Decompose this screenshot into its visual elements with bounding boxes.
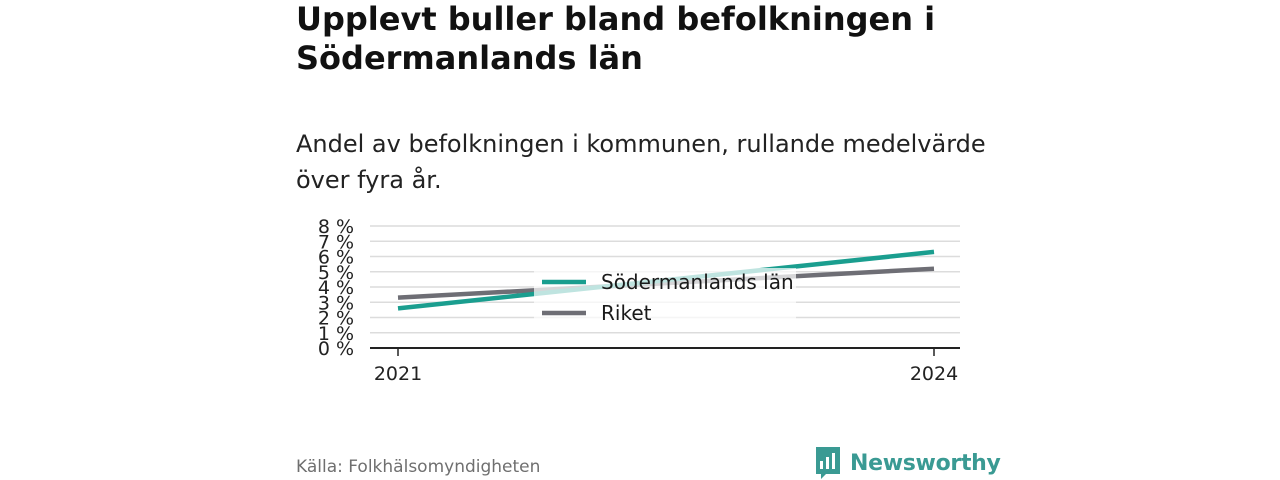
- x-tick-label: 2021: [374, 363, 422, 385]
- chart-subtitle: Andel av befolkningen i kommunen, rullan…: [296, 130, 986, 194]
- brand-name: Newsworthy: [850, 450, 1001, 476]
- brand-logo: Newsworthy: [814, 446, 1001, 480]
- y-axis-ticks: 0 %1 %2 %3 %4 %5 %6 %7 %8 %: [318, 216, 354, 360]
- legend-label: Södermanlands län: [601, 270, 794, 294]
- chart-title: Upplevt buller bland befolkningen i Söde…: [296, 0, 936, 77]
- newsworthy-logo-icon: [816, 447, 840, 479]
- legend-label: Riket: [601, 301, 652, 325]
- y-tick-label: 8 %: [318, 216, 354, 238]
- y-tick-label: 7 %: [318, 231, 354, 253]
- y-tick-label: 2 %: [318, 308, 354, 330]
- x-tick-label: 2024: [910, 363, 958, 385]
- y-tick-label: 0 %: [318, 338, 354, 360]
- x-axis-ticks: 2021 2024: [374, 348, 958, 385]
- y-tick-label: 3 %: [318, 292, 354, 314]
- legend: Södermanlands län Riket: [534, 268, 796, 332]
- y-tick-label: 5 %: [318, 262, 354, 284]
- y-tick-label: 1 %: [318, 323, 354, 345]
- legend-background: [534, 268, 796, 332]
- y-tick-label: 4 %: [318, 277, 354, 299]
- y-tick-label: 6 %: [318, 247, 354, 269]
- source-note: Källa: Folkhälsomyndigheten: [296, 457, 541, 477]
